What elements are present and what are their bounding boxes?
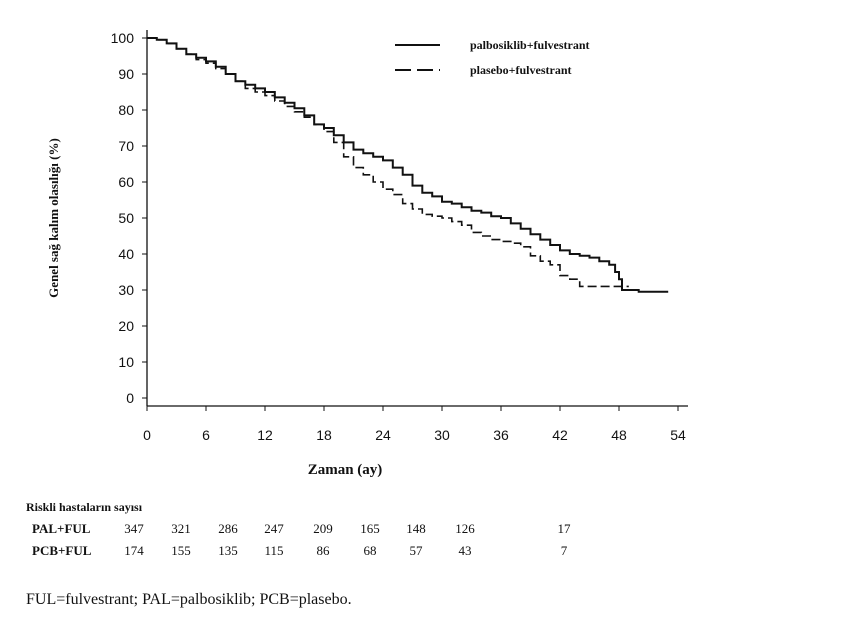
x-tick-label: 48	[611, 427, 627, 443]
y-tick-label: 60	[118, 174, 134, 190]
x-tick-label: 36	[493, 427, 509, 443]
legend: palbosiklib+fulvestrant plasebo+fulvestr…	[395, 38, 590, 77]
series-line-pcb-ful	[147, 37, 629, 288]
y-tick-label: 100	[111, 30, 135, 46]
y-axis-label: Genel sağ kalım olasılığı (%)	[46, 138, 61, 298]
at-risk-count: 286	[218, 521, 238, 536]
x-tick-label: 0	[143, 427, 151, 443]
at-risk-count: 126	[455, 521, 475, 536]
series-line-pal-ful	[147, 37, 669, 293]
y-tick-label: 40	[118, 246, 134, 262]
x-tick-label: 12	[257, 427, 273, 443]
at-risk-title: Riskli hastaların sayısı	[26, 500, 143, 514]
at-risk-count: 86	[316, 543, 330, 558]
at-risk-label: PAL+FUL	[32, 521, 91, 536]
at-risk-row-pal-ful: PAL+FUL 347 321 286 247 209 165 148 126 17	[26, 521, 571, 543]
at-risk-count: 165	[360, 521, 380, 536]
at-risk-count: 68	[363, 543, 377, 558]
at-risk-count: 17	[557, 521, 571, 536]
y-tick-label: 70	[118, 138, 134, 154]
survival-chart: 0 10 20 30 40 50 60 70 80 90 100 0 6 12 18 24 30 36 42 48 5…	[46, 30, 688, 478]
y-tick-label: 50	[118, 210, 134, 226]
at-risk-count: 43	[458, 543, 472, 558]
y-tick-label: 80	[118, 102, 134, 118]
at-risk-count: 57	[409, 543, 423, 558]
legend-label-pal-ful: palbosiklib+fulvestrant	[470, 38, 590, 52]
at-risk-count: 7	[560, 543, 568, 558]
x-tick-label: 24	[375, 427, 391, 443]
x-tick-label: 6	[202, 427, 210, 443]
at-risk-row-pcb-ful: PCB+FUL 174 155 135 115 86 68 57 43 7	[26, 543, 567, 565]
x-axis-label: Zaman (ay)	[308, 462, 383, 478]
at-risk-count: 209	[313, 521, 333, 536]
at-risk-count: 115	[264, 543, 284, 558]
at-risk-count: 174	[124, 543, 144, 558]
at-risk-count: 148	[406, 521, 426, 536]
at-risk-count: 347	[124, 521, 144, 536]
at-risk-count: 155	[171, 543, 191, 558]
y-tick-label: 90	[118, 66, 134, 82]
at-risk-count: 321	[171, 521, 191, 536]
y-tick-label: 0	[126, 390, 134, 406]
footnote: FUL=fulvestrant; PAL=palbosiklib; PCB=pl…	[26, 591, 352, 608]
y-tick-label: 30	[118, 282, 134, 298]
x-tick-label: 18	[316, 427, 332, 443]
at-risk-label: PCB+FUL	[32, 543, 92, 558]
at-risk-count: 247	[264, 521, 284, 536]
x-tick-label: 42	[552, 427, 568, 443]
at-risk-count: 135	[218, 543, 238, 558]
legend-label-pcb-ful: plasebo+fulvestrant	[470, 63, 572, 77]
at-risk-table: Riskli hastaların sayısı PAL+FUL 347 321 2…	[26, 500, 571, 565]
x-tick-label: 30	[434, 427, 450, 443]
y-tick-label: 20	[118, 318, 134, 334]
x-tick-label: 54	[670, 427, 686, 443]
y-tick-label: 10	[118, 354, 134, 370]
